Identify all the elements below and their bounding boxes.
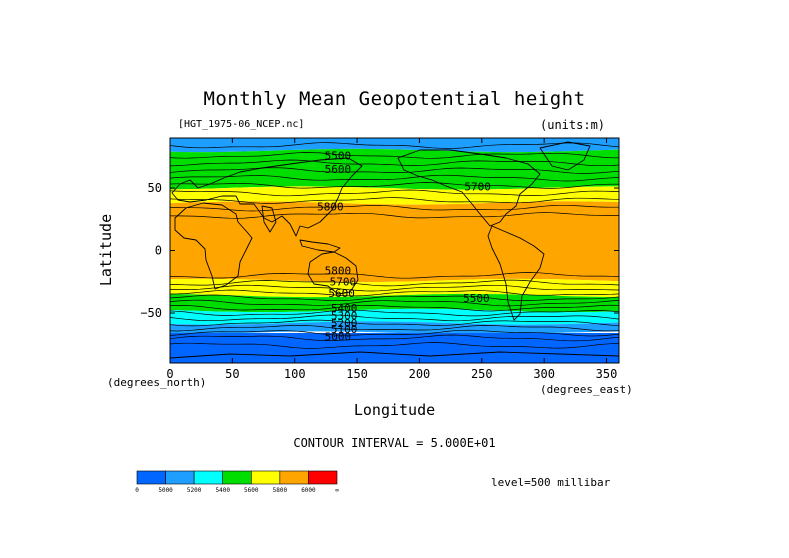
x-tick-label: 300 [533,367,555,381]
contour-line-23 [170,342,619,349]
contour-line-19 [170,319,619,327]
contour-line-3 [170,167,619,174]
contour-label: 5800 [317,201,344,214]
antarctica-coast [170,351,619,359]
x-axis-label: Longitude [353,401,436,419]
y-tick-label: 0 [155,244,162,258]
chart-title: Monthly Mean Geopotential height [203,88,586,110]
colorbar-label: 5000 [158,487,173,494]
contour-label: 5500 [325,149,352,162]
colorbar-swatch [222,470,252,485]
source-file-label: [HGT_1975-06_NCEP.nc] [178,119,305,130]
contour-line-15 [170,299,619,307]
contour-line-14 [170,294,619,302]
colorbar-swatch [279,470,309,485]
contour-label: 5000 [325,331,352,344]
contour-label: 5600 [328,287,355,300]
band-3 [170,201,619,283]
contour-label: 5300 [331,309,358,322]
band-7 [170,321,619,335]
x-tick-label: 50 [225,367,239,381]
contour-line-22 [170,334,619,342]
contour-label: 5100 [331,323,358,336]
colorbar-label: 5600 [244,487,259,494]
colorbar-swatch [308,470,338,485]
colorbar: 0 5000 5200 5400 5600 5800 6000 ∞ [135,470,339,494]
y-axis-unit-label: (degrees_north) [107,376,207,389]
contour-line-13 [170,289,619,297]
contour-line-7 [170,197,619,204]
australia-coast [307,251,359,295]
contour-label: 5700 [330,276,357,289]
x-tick-label: 250 [471,367,493,381]
contour-label: 5800 [325,264,352,277]
contour-line-20 [170,324,619,332]
indonesia-coast [299,239,341,253]
contour-line-2 [170,159,619,167]
colorbar-label: 5200 [187,487,202,494]
contour-line-5 [170,182,619,189]
band-1 [170,148,619,190]
coastlines [170,141,619,359]
band-2 [170,186,619,205]
contour-label: 5400 [331,302,358,315]
colorbar-swatch [250,470,281,485]
south-america-coast [487,225,545,321]
units-label: (units:m) [540,118,606,132]
contour-label: 5500 [463,292,490,305]
contour-line-16 [170,304,619,312]
y-ticks: 50 0 −50 [140,181,619,320]
contour-line-11 [170,279,619,287]
level-text: level=500 millibar [491,476,611,489]
contour-line-6 [170,189,619,197]
height-bands [170,138,619,363]
colorbar-label: 5800 [273,487,288,494]
contour-label: 5600 [325,163,352,176]
colorbar-label: 0 [135,487,139,494]
contour-label: 5700 [464,181,491,194]
contour-line-9 [170,212,619,219]
contour-label: 5200 [331,317,358,330]
india-coast [261,205,277,233]
x-tick-label: 200 [409,367,431,381]
contour-line-8 [170,204,619,212]
contour-line-10 [170,272,619,279]
contour-line-18 [170,314,619,322]
contour-line-4 [170,174,619,182]
colorbar-swatch [193,470,224,485]
colorbar-swatch [136,470,166,485]
eurasia-coast [171,157,363,237]
contour-line-17 [170,309,619,317]
contour-interval-text: CONTOUR INTERVAL = 5.000E+01 [293,436,496,450]
greenland-coast [539,141,591,171]
contour-line-21 [170,329,619,337]
north-america-coast [397,149,541,227]
colorbar-swatch [165,470,195,485]
contour-line-12 [170,284,619,292]
y-tick-label: 50 [148,181,162,195]
x-tick-label: 100 [284,367,306,381]
x-tick-label: 0 [166,367,173,381]
x-tick-label: 350 [596,367,618,381]
colorbar-label: 5400 [215,487,230,494]
colorbar-label: ∞ [335,487,339,494]
x-axis-unit-label: (degrees_east) [540,383,633,396]
colorbar-label: 6000 [301,487,316,494]
y-tick-label: −50 [140,306,162,320]
x-tick-label: 150 [346,367,368,381]
contour-line-0 [170,142,619,149]
africa-coast [174,202,253,290]
x-ticks: 0 50 100 150 200 250 300 350 [166,138,617,381]
